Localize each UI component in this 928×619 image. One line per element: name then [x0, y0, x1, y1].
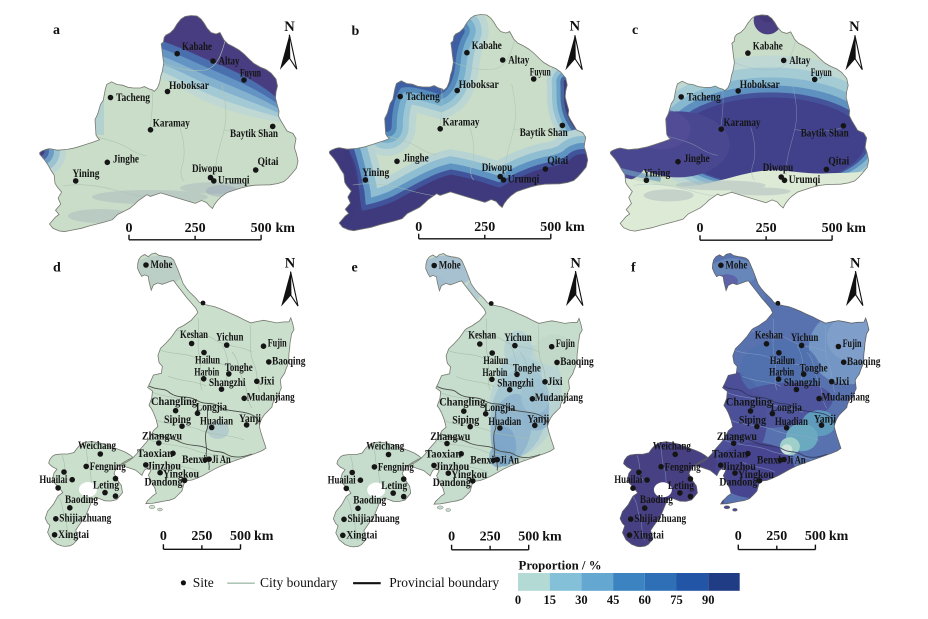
svg-text:City boundary: City boundary	[260, 575, 338, 590]
svg-text:N: N	[570, 19, 581, 35]
svg-text:N: N	[284, 19, 295, 35]
svg-text:e: e	[352, 261, 358, 276]
svg-text:60: 60	[639, 593, 652, 607]
svg-text:0: 0	[515, 593, 521, 607]
svg-text:Proportion / %: Proportion / %	[519, 558, 602, 573]
svg-text:15: 15	[543, 593, 556, 607]
svg-text:N: N	[570, 256, 581, 272]
svg-text:d: d	[53, 261, 61, 276]
svg-text:90: 90	[702, 593, 715, 607]
svg-text:f: f	[631, 260, 636, 275]
svg-text:a: a	[53, 23, 60, 38]
svg-text:N: N	[849, 19, 860, 35]
svg-text:75: 75	[670, 593, 683, 607]
svg-text:N: N	[285, 256, 296, 272]
svg-text:45: 45	[607, 593, 620, 607]
svg-text:30: 30	[575, 593, 588, 607]
svg-text:b: b	[352, 24, 360, 39]
svg-text:Site: Site	[193, 575, 214, 590]
svg-text:Provincial boundary: Provincial boundary	[389, 575, 499, 590]
svg-text:N: N	[850, 256, 861, 272]
svg-text:c: c	[632, 23, 638, 38]
